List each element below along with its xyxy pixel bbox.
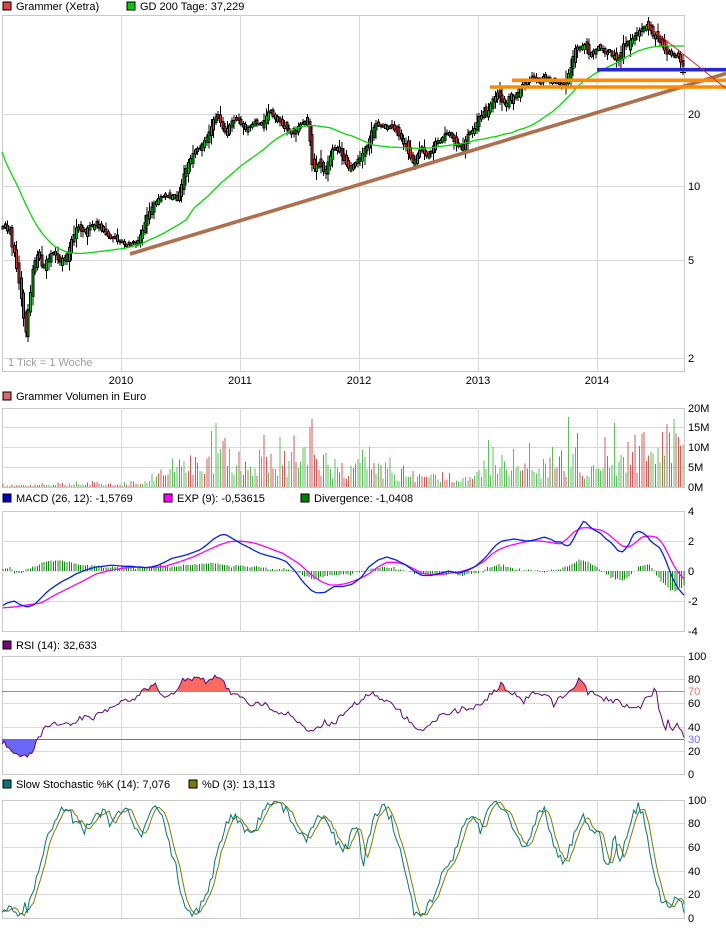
svg-text:1 Tick = 1 Woche: 1 Tick = 1 Woche <box>8 357 92 369</box>
svg-text:2011: 2011 <box>228 375 252 387</box>
svg-text:Grammer (Xetra): Grammer (Xetra) <box>16 1 99 13</box>
svg-text:2012: 2012 <box>347 375 371 387</box>
svg-text:100: 100 <box>688 651 706 663</box>
svg-text:0: 0 <box>688 769 694 781</box>
svg-text:2: 2 <box>688 536 694 548</box>
svg-text:2: 2 <box>688 353 694 365</box>
svg-text:-4: -4 <box>688 626 698 638</box>
svg-text:EXP (9): -0,53615: EXP (9): -0,53615 <box>177 493 265 505</box>
svg-text:%D (3): 13,113: %D (3): 13,113 <box>202 779 275 791</box>
svg-text:0: 0 <box>688 913 694 925</box>
svg-text:40: 40 <box>688 722 700 734</box>
svg-text:10: 10 <box>688 181 700 193</box>
svg-text:15M: 15M <box>688 422 709 434</box>
svg-text:20: 20 <box>688 109 700 121</box>
svg-text:0: 0 <box>688 566 694 578</box>
svg-text:20: 20 <box>688 889 700 901</box>
svg-text:80: 80 <box>688 818 700 830</box>
svg-text:100: 100 <box>688 795 706 807</box>
svg-text:40: 40 <box>688 866 700 878</box>
svg-text:60: 60 <box>688 842 700 854</box>
svg-text:80: 80 <box>688 674 700 686</box>
svg-text:70: 70 <box>688 686 700 698</box>
svg-text:RSI (14): 32,633: RSI (14): 32,633 <box>16 640 97 652</box>
svg-text:0M: 0M <box>688 482 703 494</box>
svg-text:MACD (26, 12): -1,5769: MACD (26, 12): -1,5769 <box>16 493 133 505</box>
svg-text:Grammer Volumen in Euro: Grammer Volumen in Euro <box>16 391 146 403</box>
svg-text:2013: 2013 <box>466 375 490 387</box>
svg-text:10M: 10M <box>688 442 709 454</box>
svg-text:20: 20 <box>688 746 700 758</box>
svg-text:2010: 2010 <box>109 375 133 387</box>
svg-text:20M: 20M <box>688 403 709 415</box>
svg-text:2014: 2014 <box>585 375 609 387</box>
svg-text:60: 60 <box>688 698 700 710</box>
svg-text:Slow Stochastic %K (14): 7,076: Slow Stochastic %K (14): 7,076 <box>16 779 170 791</box>
svg-text:GD 200 Tage: 37,229: GD 200 Tage: 37,229 <box>140 1 244 13</box>
svg-text:30: 30 <box>688 734 700 746</box>
svg-text:Divergence: -1,0408: Divergence: -1,0408 <box>314 493 413 505</box>
svg-text:-2: -2 <box>688 596 698 608</box>
svg-text:4: 4 <box>688 506 694 518</box>
svg-text:5M: 5M <box>688 462 703 474</box>
svg-text:5: 5 <box>688 255 694 267</box>
